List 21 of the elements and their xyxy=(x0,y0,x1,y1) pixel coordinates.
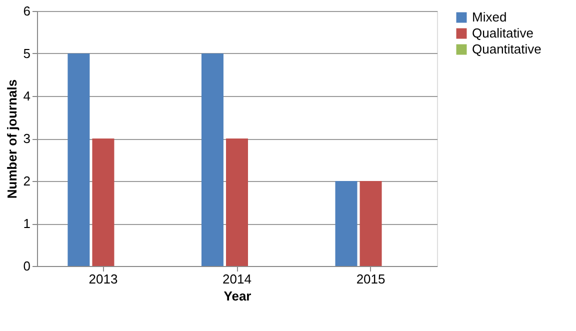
y-tick-label: 1 xyxy=(23,216,30,231)
bar xyxy=(201,54,224,266)
y-tick-label: 0 xyxy=(23,258,30,274)
bar xyxy=(226,138,248,266)
y-axis-title: Number of journals xyxy=(4,79,20,199)
bar xyxy=(68,54,90,266)
legend-label: Qualitative xyxy=(472,26,534,40)
y-tick-label: 3 xyxy=(23,131,30,146)
y-tick-label: 4 xyxy=(23,88,30,104)
x-tick-label: 2015 xyxy=(356,272,386,286)
y-tick-label: 2 xyxy=(23,174,30,188)
x-tick-label: 2013 xyxy=(88,272,118,286)
bar xyxy=(92,138,114,266)
legend-label: Mixed xyxy=(472,10,507,24)
bar xyxy=(360,181,382,266)
x-axis-title: Year xyxy=(224,288,252,304)
legend-label: Quantitative xyxy=(472,42,542,56)
bar xyxy=(335,181,358,266)
x-tick-label: 2014 xyxy=(222,272,252,286)
y-tick-label: 6 xyxy=(23,4,30,18)
y-tick-label: 5 xyxy=(23,46,30,61)
